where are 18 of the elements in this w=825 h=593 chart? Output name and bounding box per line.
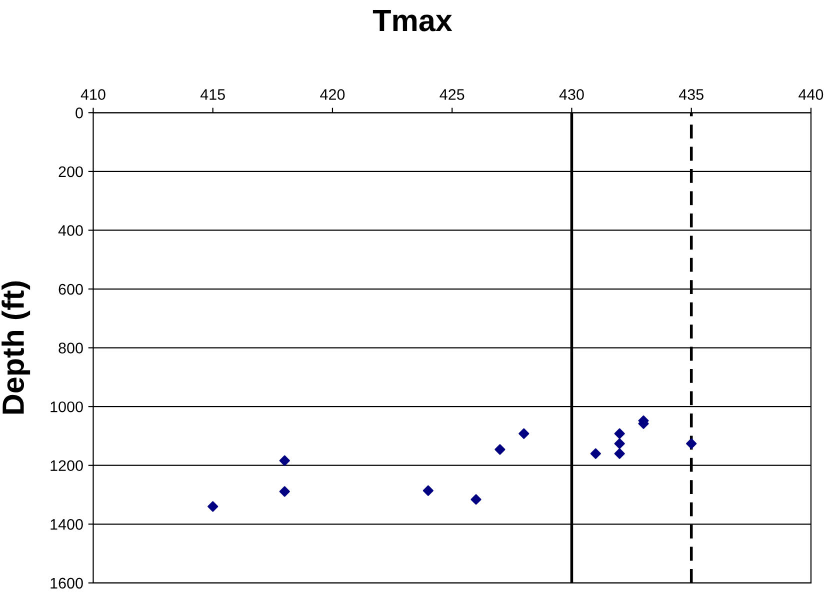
y-tick-label: 200 bbox=[58, 166, 83, 178]
y-tick-label: 1000 bbox=[50, 401, 83, 412]
chart-title: Tmax bbox=[372, 10, 452, 32]
y-tick-label: 800 bbox=[58, 342, 83, 354]
y-tick-label: 600 bbox=[58, 284, 83, 295]
x-tick-label: 410 bbox=[80, 89, 106, 100]
y-tick-label: 1400 bbox=[50, 519, 83, 530]
x-tick-label: 420 bbox=[320, 89, 345, 100]
x-tick-label: 440 bbox=[798, 89, 824, 100]
x-tick-label: 425 bbox=[440, 89, 464, 100]
y-tick-label: 400 bbox=[58, 225, 83, 236]
y-tick-label: 0 bbox=[76, 108, 83, 118]
y-tick-label: 1200 bbox=[50, 460, 83, 472]
x-tick-label: 430 bbox=[559, 89, 584, 100]
y-tick-label: 1600 bbox=[50, 578, 83, 589]
x-tick-label: 435 bbox=[678, 89, 704, 100]
x-tick-label: 415 bbox=[200, 89, 225, 100]
y-axis-title: Depth (ft) bbox=[2, 281, 30, 414]
